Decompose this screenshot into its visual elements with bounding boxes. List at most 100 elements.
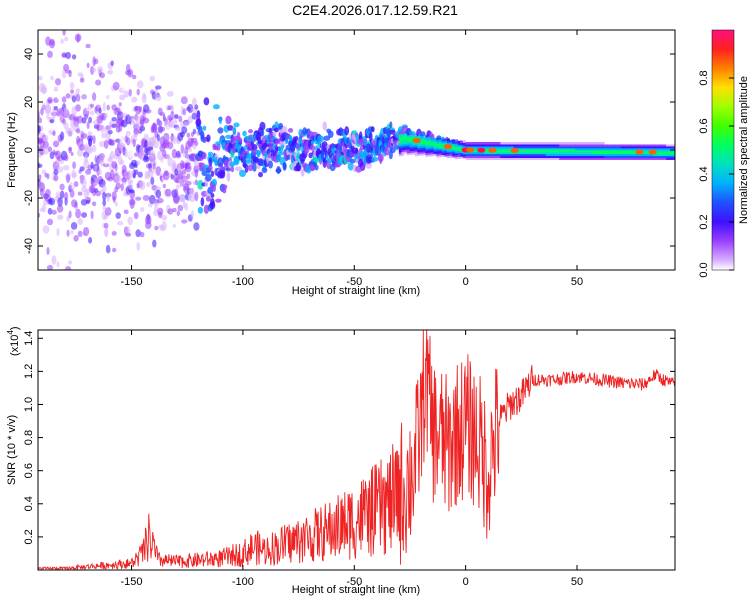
heatmap-cell [634,142,637,145]
heatmap-cell [580,149,584,153]
heatmap-cell [409,156,413,159]
heatmap-cell [634,145,637,149]
heatmap-cell [559,157,563,160]
heatmap-cell [401,141,405,145]
heatmap-cell [663,155,667,158]
heatmap-cell [132,74,137,80]
heatmap-cell [75,128,81,134]
heatmap-cell [122,85,126,93]
heatmap-cell [650,142,654,145]
heatmap-cell [508,155,512,158]
heatmap-cell [73,235,79,242]
heatmap-cell [201,170,208,176]
heatmap-cell [457,152,461,156]
heatmap-cell [203,204,209,214]
heatmap-cell [430,144,434,147]
heatmap-cell [599,149,603,153]
heatmap-cell [572,147,576,151]
heatmap-cell [564,153,568,157]
heatmap-cell [79,166,85,172]
heatmap-cell [120,183,124,192]
heatmap-cell [652,144,656,147]
heatmap-cell [580,145,584,149]
heatmap-cell [655,142,659,145]
heatmap-cell [176,210,180,217]
heatmap-cell [583,155,587,158]
heatmap-cell [465,145,469,149]
heatmap-cell [433,147,437,151]
heatmap-cell [98,168,102,176]
heatmap-cell [647,144,651,147]
heatmap-cell [226,171,231,182]
heatmap-cell [81,212,88,218]
heatmap-cell [511,145,515,149]
heatmap-cell [64,36,69,42]
heatmap-cell [414,151,418,155]
heatmap-cell [181,219,188,224]
heatmap-cell [585,145,589,149]
heatmap-cell [575,157,579,160]
heatmap-cell [511,157,515,160]
heatmap-cell [57,197,63,207]
heatmap-cell [449,159,453,162]
heatmap-cell [417,147,421,151]
heatmap-cell [569,157,573,160]
heatmap-cell [484,142,488,145]
heatmap-cell [412,148,416,151]
heatmap-cell [134,152,139,157]
heatmap-cell [556,145,560,149]
heatmap-cell [668,153,672,157]
heatmap-cell [149,150,156,159]
heatmap-cell [454,151,458,154]
heatmap-cell [444,140,448,144]
heatmap-cell [548,155,552,158]
heatmap-cell [401,143,405,147]
heatmap-cell [414,157,418,160]
heatmap-cell [532,142,536,145]
heatmap-cell [599,147,603,151]
heatmap-cell [623,145,627,149]
heatmap-cell [38,125,41,135]
heatmap-cell [553,153,557,157]
heatmap-cell [449,147,453,151]
heatmap-cell [428,146,432,149]
snr-x-tick-label: 0 [463,576,469,588]
chart-title: C2E4.2026.017.12.59.R21 [292,2,458,18]
heatmap-cell [436,149,440,152]
heatmap-cell [409,137,413,140]
heatmap-cell [414,136,418,139]
heatmap-cell [663,144,667,147]
heatmap-cell [44,104,52,114]
heatmap-cell [588,157,592,160]
heatmap-cell [631,155,635,158]
heatmap-cell [412,155,416,159]
heatmap-cell [529,153,533,157]
heatmap-cell [131,96,138,103]
heatmap-cell [527,151,531,155]
heatmap-cell [516,147,520,151]
heatmap-cell [101,184,107,193]
heatmap-cell [481,144,485,147]
heatmap-cell [111,117,117,122]
heatmap-cell [468,153,472,157]
heatmap-cell [495,144,498,147]
heatmap-cell [441,146,445,150]
heatmap-cell [572,157,576,160]
heatmap-cell [556,155,560,158]
heatmap-cell [142,156,150,163]
heatmap-cell [86,188,90,196]
heatmap-cell [404,139,408,142]
heatmap-cell [561,151,565,155]
heatmap-cell [548,149,552,153]
heatmap-cell [40,108,44,116]
heatmap-cell [41,169,47,175]
heatmap-cell [136,242,140,251]
heatmap-cell [607,145,611,149]
heatmap-cell [575,149,579,153]
heatmap-cell [412,154,416,157]
heatmap-cell [519,142,523,145]
heatmap-cell [623,155,627,158]
heatmap-cell [564,142,568,145]
heatmap-cell [441,152,445,155]
heatmap-cell [151,122,158,133]
